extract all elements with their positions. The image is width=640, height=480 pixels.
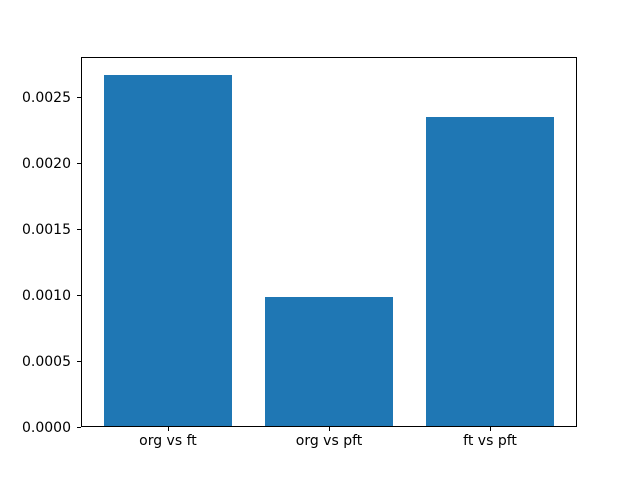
- y-axis-tick-label: 0.0025: [22, 89, 71, 106]
- plot-area: [81, 57, 577, 427]
- x-axis-tick-mark: [329, 427, 330, 431]
- bar-org-vs-pft: [264, 297, 394, 426]
- x-axis-tick-label: ft vs pft: [463, 433, 517, 449]
- y-axis-tick-label: 0.0020: [22, 155, 71, 172]
- x-axis-tick-mark: [167, 427, 169, 431]
- bar-ft-vs-pft: [425, 117, 555, 426]
- y-axis-tick-mark: [77, 294, 81, 296]
- y-axis-tick-label: 0.0015: [22, 221, 71, 238]
- y-axis-tick-label: 0.0000: [22, 420, 71, 436]
- bar-org-vs-ft: [103, 75, 233, 426]
- y-axis-tick-label: 0.0010: [22, 287, 71, 304]
- y-axis-tick-mark: [77, 427, 81, 428]
- x-axis-tick-label: org vs pft: [295, 433, 363, 449]
- y-axis-tick-mark: [77, 96, 81, 98]
- x-axis-tick-mark: [490, 427, 492, 431]
- y-axis-tick-label: 0.0005: [22, 353, 71, 370]
- y-axis-tick-mark: [77, 162, 81, 164]
- x-axis-tick-label: org vs ft: [139, 433, 197, 449]
- y-axis-tick-mark: [77, 228, 81, 230]
- y-axis-tick-mark: [77, 360, 81, 362]
